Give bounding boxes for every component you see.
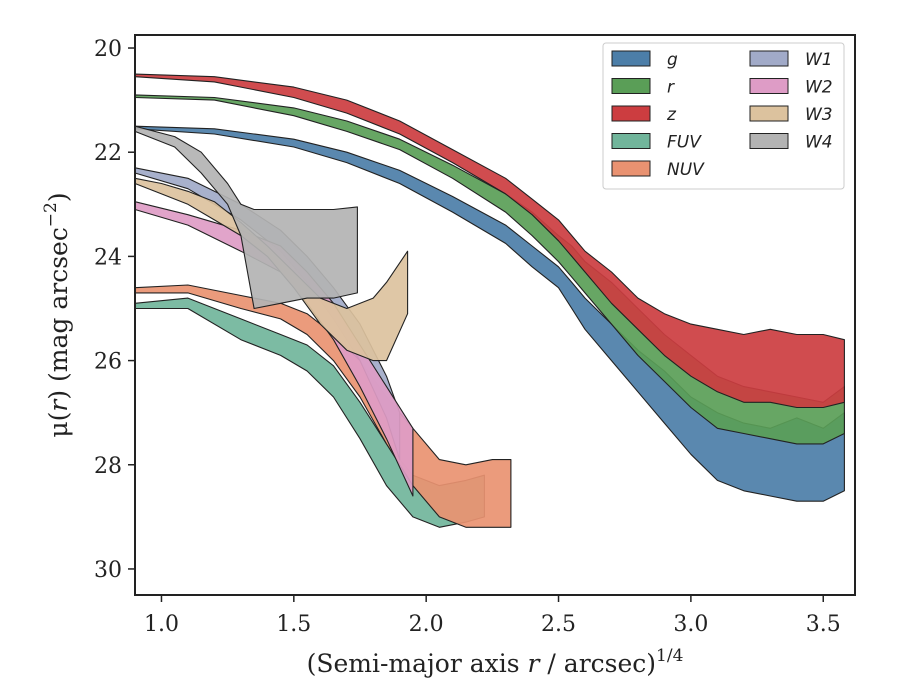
x-axis-label: (Semi-major axis r / arcsec)1/4: [307, 646, 684, 678]
x-tick-label: 1.5: [276, 612, 311, 637]
y-tick-label: 28: [94, 454, 122, 479]
y-axis-label: μ(r) (mag arcsec−2): [41, 192, 73, 437]
legend: grz FUV NUV W1 W2 W3 W4: [602, 42, 845, 190]
legend-label-w4: W4: [805, 133, 833, 153]
legend-swatch-fuv: [611, 133, 651, 149]
x-tick-label: 1.0: [144, 612, 179, 637]
x-tick-label: 3.5: [806, 612, 841, 637]
legend-swatch-w1: [749, 50, 789, 67]
legend-label-w3: W3: [805, 105, 833, 125]
band-w4: [134, 125, 358, 310]
legend-swatch-w2: [749, 78, 789, 94]
legend-label-nuv: NUV: [667, 160, 705, 180]
x-tick-label: 3.0: [673, 612, 708, 637]
legend-swatch-r: [611, 78, 651, 94]
y-tick-label: 24: [94, 245, 122, 270]
x-axis-ticks: 1.0 1.5 2.0 2.5 3.0 3.5: [144, 595, 841, 637]
plot-frame: [134, 34, 856, 596]
legend-label-g: g: [667, 50, 678, 70]
legend-label-w1: W1: [805, 50, 833, 70]
legend-swatch-z: [611, 105, 651, 122]
band-nuv: [134, 284, 512, 528]
x-tick-label: 2.0: [409, 612, 444, 637]
legend-label-z: z: [666, 105, 677, 125]
y-tick-label: 20: [94, 37, 122, 62]
legend-label-w2: W2: [805, 78, 833, 98]
y-tick-label: 22: [94, 141, 122, 166]
x-tick-label: 2.5: [541, 612, 576, 637]
legend-swatch-nuv: [611, 160, 651, 177]
y-axis-ticks: 20 22 24 26 28 30: [94, 37, 135, 583]
legend-label-r: r: [667, 78, 675, 98]
legend-swatch-g: [611, 50, 651, 67]
data-bands: [134, 73, 845, 528]
legend-label-fuv: FUV: [667, 133, 702, 153]
band-z: [134, 73, 845, 409]
legend-swatch-w3: [749, 105, 789, 122]
band-g: [134, 125, 845, 502]
y-tick-label: 30: [94, 558, 122, 583]
legend-swatch-w4: [749, 133, 789, 149]
y-tick-label: 26: [94, 350, 122, 375]
